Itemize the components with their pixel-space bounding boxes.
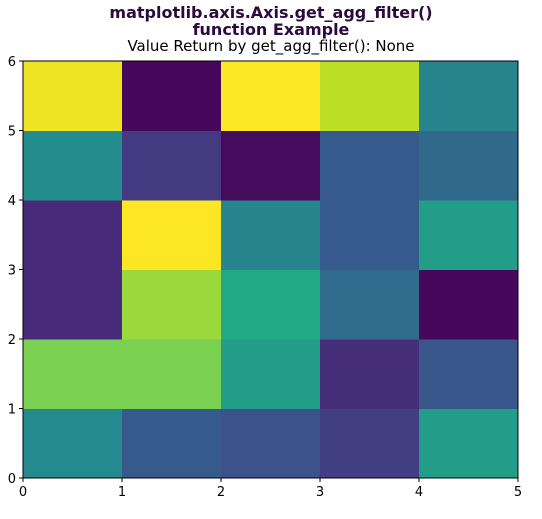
heatmap-cell-r4-c0	[23, 130, 123, 201]
heatmap-cell-r1-c0	[23, 339, 123, 409]
x-tick-label: 2	[217, 485, 225, 500]
heatmap-cell-r1-c2	[221, 339, 321, 409]
heatmap-cell-r2-c4	[419, 269, 519, 340]
y-axis: 0 1 2 3 4 5 6	[8, 55, 23, 487]
heatmap-cell-r1-c4	[419, 339, 519, 409]
x-tick-label: 1	[118, 485, 126, 500]
y-tick-label: 2	[8, 333, 16, 348]
heatmap-cell-r0-c3	[320, 408, 420, 479]
heatmap-cell-r5-c1	[122, 61, 222, 131]
heatmap-cells	[23, 61, 519, 479]
y-tick-label: 3	[8, 264, 16, 279]
heatmap-cell-r2-c1	[122, 269, 222, 340]
y-tick-label: 6	[8, 55, 16, 70]
heatmap-cell-r3-c2	[221, 200, 321, 270]
heatmap-cell-r3-c4	[419, 200, 519, 270]
heatmap-cell-r3-c3	[320, 200, 420, 270]
y-tick-label: 1	[8, 403, 16, 418]
x-tick-label: 0	[19, 485, 27, 500]
figure-suptitle-line1: matplotlib.axis.Axis.get_agg_filter()	[109, 3, 433, 22]
x-tick-label: 4	[415, 485, 423, 500]
heatmap-cell-r0-c1	[122, 408, 222, 479]
heatmap-cell-r1-c1	[122, 339, 222, 409]
heatmap-cell-r2-c2	[221, 269, 321, 340]
figure-suptitle-line2: function Example	[192, 20, 350, 39]
heatmap-cell-r5-c2	[221, 61, 321, 131]
heatmap-cell-r4-c4	[419, 130, 519, 201]
heatmap-cell-r0-c2	[221, 408, 321, 479]
axes-title: Value Return by get_agg_filter(): None	[127, 37, 415, 55]
y-tick-label: 4	[8, 194, 16, 209]
heatmap-cell-r3-c0	[23, 200, 123, 270]
heatmap-cell-r2-c0	[23, 269, 123, 340]
heatmap-cell-r3-c1	[122, 200, 222, 270]
y-tick-label: 5	[8, 125, 16, 140]
heatmap-cell-r4-c2	[221, 130, 321, 201]
heatmap-cell-r5-c4	[419, 61, 519, 131]
y-tick-label: 0	[8, 472, 16, 487]
heatmap-cell-r5-c0	[23, 61, 123, 131]
heatmap-cell-r0-c4	[419, 408, 519, 479]
x-axis: 0 1 2 3 4 5	[19, 478, 522, 500]
heatmap-cell-r1-c3	[320, 339, 420, 409]
heatmap-cell-r5-c3	[320, 61, 420, 131]
x-tick-label: 5	[514, 485, 522, 500]
heatmap-cell-r4-c1	[122, 130, 222, 201]
heatmap-cell-r2-c3	[320, 269, 420, 340]
x-tick-label: 3	[316, 485, 324, 500]
heatmap-cell-r4-c3	[320, 130, 420, 201]
heatmap-cell-r0-c0	[23, 408, 123, 479]
